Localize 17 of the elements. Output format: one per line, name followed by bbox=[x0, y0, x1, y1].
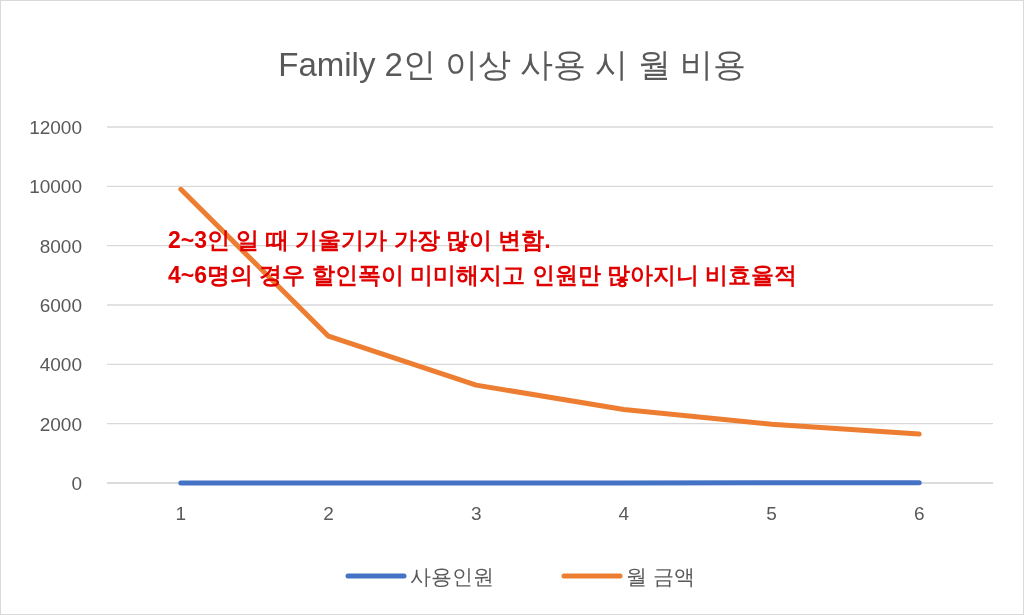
chart-title: Family 2인 이상 사용 시 월 비용 bbox=[278, 46, 746, 83]
annotation: 2~3인 일 때 기울기가 가장 많이 변함. bbox=[168, 227, 551, 253]
y-tick-label: 6000 bbox=[39, 295, 82, 316]
x-tick-label: 1 bbox=[175, 503, 187, 524]
y-tick-label: 10000 bbox=[29, 176, 82, 198]
y-tick-label: 2000 bbox=[39, 413, 82, 435]
legend-label: 월 금액 bbox=[626, 565, 695, 588]
x-tick-label: 4 bbox=[618, 503, 630, 524]
x-tick-label: 6 bbox=[913, 503, 925, 524]
x-tick-label: 3 bbox=[470, 503, 482, 524]
y-tick-label: 4000 bbox=[39, 354, 82, 376]
x-tick-label: 5 bbox=[766, 503, 777, 524]
y-tick-label: 12000 bbox=[29, 117, 82, 138]
y-tick-label: 0 bbox=[71, 473, 82, 494]
legend-label: 사용인원 bbox=[410, 565, 494, 588]
x-tick-label: 2 bbox=[323, 503, 334, 524]
y-tick-label: 8000 bbox=[39, 235, 82, 257]
